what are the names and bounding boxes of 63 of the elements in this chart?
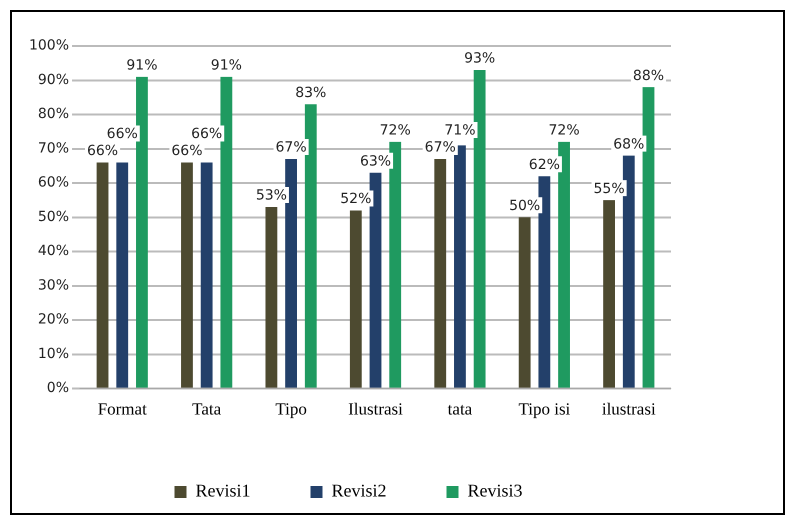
bar <box>304 104 317 388</box>
legend-label: Revisi1 <box>195 480 251 501</box>
data-label: 67% <box>276 140 307 156</box>
x-tick-label: tata <box>448 399 473 418</box>
bar <box>474 70 486 388</box>
data-label: 88% <box>632 68 664 84</box>
y-tick-label: 60% <box>38 174 70 191</box>
bar <box>220 76 232 388</box>
data-label: 91% <box>126 57 158 74</box>
legend-label: Revisi3 <box>468 480 523 501</box>
y-tick-label: 100% <box>28 38 70 54</box>
data-label: 55% <box>594 180 625 197</box>
bar <box>200 162 213 388</box>
data-label: 72% <box>548 122 580 139</box>
data-label: 66% <box>171 143 203 160</box>
y-tick-label: 40% <box>38 243 70 260</box>
bar <box>558 142 570 388</box>
bar <box>622 156 635 388</box>
x-tick-label: Format <box>98 399 148 418</box>
x-tick-label: Ilustrasi <box>348 399 404 418</box>
data-label: 72% <box>380 122 411 139</box>
x-tick-label: ilustrasi <box>602 399 656 418</box>
bar <box>434 159 446 388</box>
bar <box>136 76 148 388</box>
data-label: 62% <box>528 156 560 173</box>
data-label: 63% <box>360 153 392 170</box>
y-tick-label: 30% <box>38 277 70 294</box>
bar <box>370 172 382 388</box>
data-label: 83% <box>295 84 326 101</box>
data-label: 50% <box>509 198 540 214</box>
y-tick-label: 50% <box>38 208 70 225</box>
y-tick-label: 70% <box>38 140 70 156</box>
data-label: 91% <box>210 57 242 74</box>
data-label: 71% <box>444 122 476 139</box>
bar <box>603 200 615 388</box>
y-tick-label: 0% <box>46 380 70 396</box>
bar <box>389 142 402 388</box>
bar <box>538 176 550 388</box>
x-tick-label: Tata <box>192 399 222 418</box>
bar <box>116 162 128 388</box>
bar <box>181 162 193 388</box>
bar <box>454 145 466 388</box>
data-label: 53% <box>256 188 287 204</box>
data-label: 66% <box>191 126 222 142</box>
y-tick-label: 20% <box>38 312 70 328</box>
bar <box>642 87 654 388</box>
x-tick-label: Tipo isi <box>518 399 571 418</box>
bar <box>518 217 531 388</box>
data-label: 67% <box>424 140 456 156</box>
y-tick-label: 80% <box>38 106 70 122</box>
legend-label: Revisi2 <box>332 480 387 501</box>
data-label: 68% <box>613 136 644 152</box>
y-tick-label: 10% <box>38 346 70 362</box>
data-label: 66% <box>86 143 118 160</box>
bar <box>96 162 108 388</box>
data-label: 52% <box>340 191 372 208</box>
y-tick-label: 90% <box>38 72 70 88</box>
data-label: 93% <box>464 50 496 67</box>
x-tick-label: Tipo <box>275 399 307 418</box>
bar <box>285 159 297 388</box>
bar <box>350 210 362 388</box>
bar <box>265 207 278 388</box>
data-label: 66% <box>106 126 138 142</box>
